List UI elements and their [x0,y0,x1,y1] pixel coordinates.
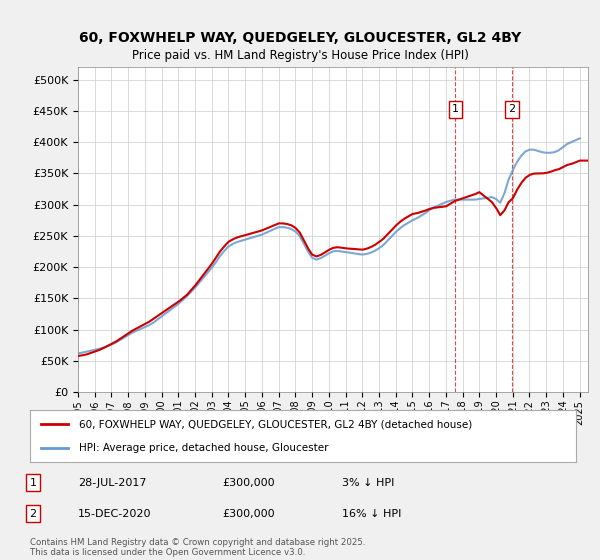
Text: 60, FOXWHELP WAY, QUEDGELEY, GLOUCESTER, GL2 4BY (detached house): 60, FOXWHELP WAY, QUEDGELEY, GLOUCESTER,… [79,419,472,430]
Text: 60, FOXWHELP WAY, QUEDGELEY, GLOUCESTER, GL2 4BY: 60, FOXWHELP WAY, QUEDGELEY, GLOUCESTER,… [79,31,521,45]
Text: 1: 1 [452,104,459,114]
Text: 16% ↓ HPI: 16% ↓ HPI [342,508,401,519]
Text: £300,000: £300,000 [222,478,275,488]
Text: 2: 2 [509,104,515,114]
Text: 3% ↓ HPI: 3% ↓ HPI [342,478,394,488]
Text: 15-DEC-2020: 15-DEC-2020 [78,508,151,519]
Text: 2: 2 [29,508,37,519]
Text: HPI: Average price, detached house, Gloucester: HPI: Average price, detached house, Glou… [79,443,329,453]
Text: Contains HM Land Registry data © Crown copyright and database right 2025.
This d: Contains HM Land Registry data © Crown c… [30,538,365,557]
Text: Price paid vs. HM Land Registry's House Price Index (HPI): Price paid vs. HM Land Registry's House … [131,49,469,62]
Text: 1: 1 [29,478,37,488]
Text: 28-JUL-2017: 28-JUL-2017 [78,478,146,488]
Text: £300,000: £300,000 [222,508,275,519]
